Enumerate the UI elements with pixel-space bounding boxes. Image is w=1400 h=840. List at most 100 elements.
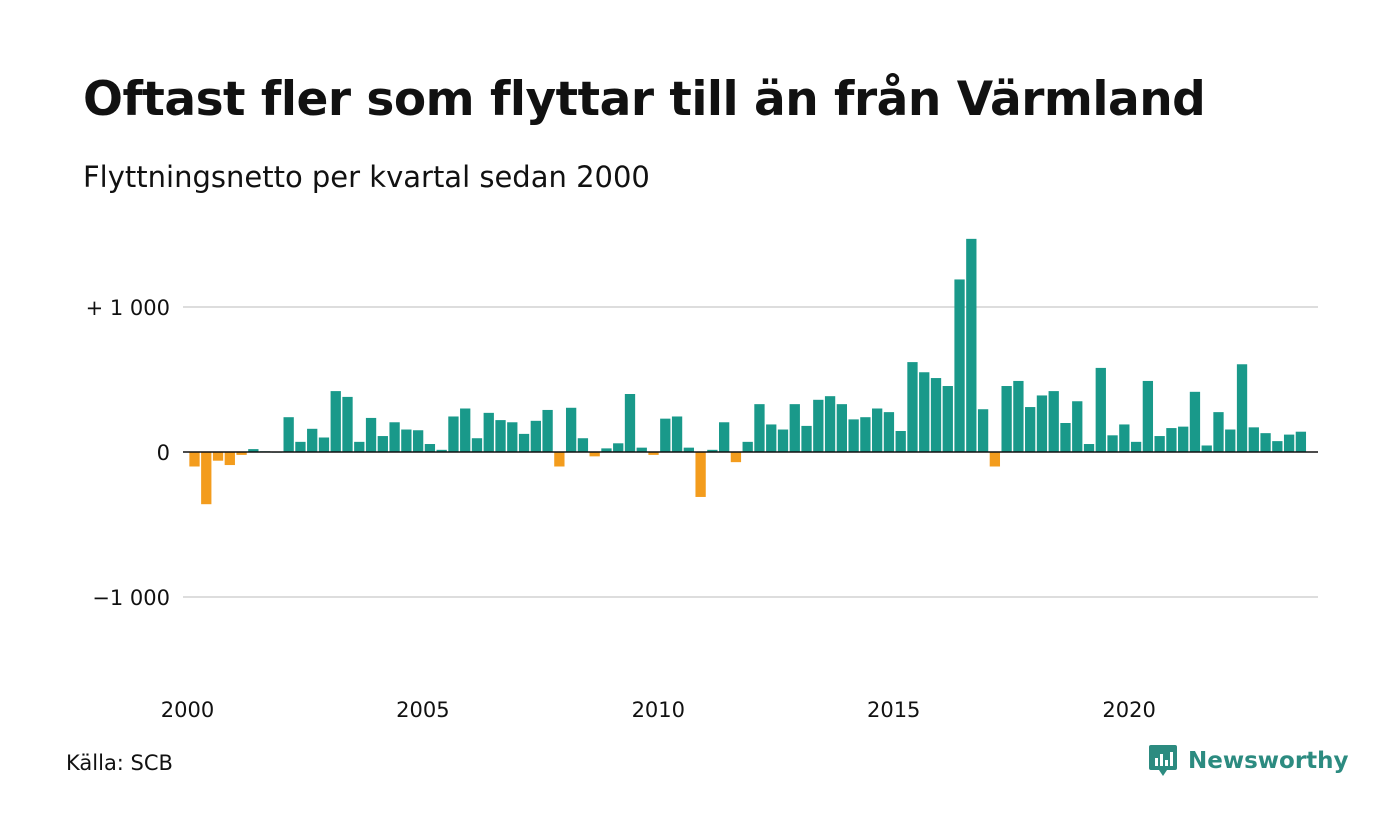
y-tick-label: −1 000 [92,586,170,610]
bar [412,430,424,452]
bar [977,409,989,452]
bar [1130,441,1142,452]
bar [530,420,541,452]
bar [507,422,518,452]
bar [1060,423,1071,452]
bar [872,408,883,452]
bar [1248,427,1259,452]
x-tick-label: 2000 [161,698,214,722]
bar [224,452,235,466]
bar [942,386,953,452]
bar [1236,364,1248,452]
bar [365,417,377,452]
bar [236,452,247,455]
bar [695,452,706,497]
chart-title: Oftast fler som flyttar till än från Vär… [83,72,1206,127]
brand-name: Newsworthy [1188,748,1349,774]
bars [189,238,1307,505]
bar [330,391,341,452]
bar [1295,431,1307,452]
bar [660,418,671,452]
bar [1025,407,1036,452]
bar [848,419,859,453]
bar [1154,436,1165,452]
y-tick-label: 0 [157,441,170,465]
bar [907,362,918,452]
bar [307,428,318,452]
bar [824,396,836,452]
bar [389,422,400,452]
bar [377,436,388,452]
bar [1048,391,1059,452]
bar [966,238,977,452]
bar [777,429,789,452]
bar [1119,424,1130,452]
bar [613,443,624,452]
bar [554,452,565,467]
bar [1036,395,1048,452]
y-tick-label: + 1 000 [86,296,170,320]
bar [212,452,224,461]
bar [1013,380,1024,452]
bar [495,420,506,452]
bar [1072,401,1083,452]
bar [1142,380,1154,452]
newsworthy-chart-bubble-icon [1149,745,1177,776]
bar [707,449,718,452]
bar [542,409,553,452]
x-tick-label: 2010 [632,698,685,722]
bar [448,416,459,452]
brand-logo[interactable]: Newsworthy [1148,744,1349,778]
bar [518,433,530,453]
bar [1283,434,1295,452]
axes: + 1 000 0 −1 000 2000 2005 2010 2015 2020 [86,296,1318,722]
bar [624,394,636,452]
bar [601,448,612,453]
bar [683,447,694,452]
bar [919,372,930,452]
bar [1095,367,1106,452]
bar [648,452,659,455]
bar [201,452,212,505]
x-tick-label: 2005 [396,698,449,722]
bar [577,438,589,452]
grid-lines [183,306,1318,598]
bar [836,404,847,452]
bar [719,422,730,452]
bar [766,424,777,452]
bar [1225,429,1236,452]
bar [1189,391,1201,452]
bar [860,417,871,452]
bar [1001,386,1012,452]
bar [460,408,471,452]
bar [471,438,483,452]
x-tick-label: 2020 [1102,698,1155,722]
bar [342,396,353,452]
bar [1107,435,1118,452]
bar [789,404,800,452]
bar [589,452,600,457]
bar [483,412,494,452]
bar [318,437,330,452]
bar [989,452,1001,467]
chart-subtitle: Flyttningsnetto per kvartal sedan 2000 [83,160,650,194]
bar [354,441,365,452]
bar [248,449,259,452]
bar [436,449,447,452]
bar [801,425,812,452]
bar [754,404,765,452]
bar [895,430,906,452]
bar [283,417,294,452]
bar [565,407,577,452]
bar [1272,441,1283,453]
bar [424,444,436,452]
bar [930,378,942,452]
bar [401,429,412,452]
source-note: Källa: SCB [66,751,173,775]
bar [1213,412,1224,453]
bar [730,452,742,463]
bar [671,416,683,452]
bar [954,279,965,452]
bar [295,441,306,452]
